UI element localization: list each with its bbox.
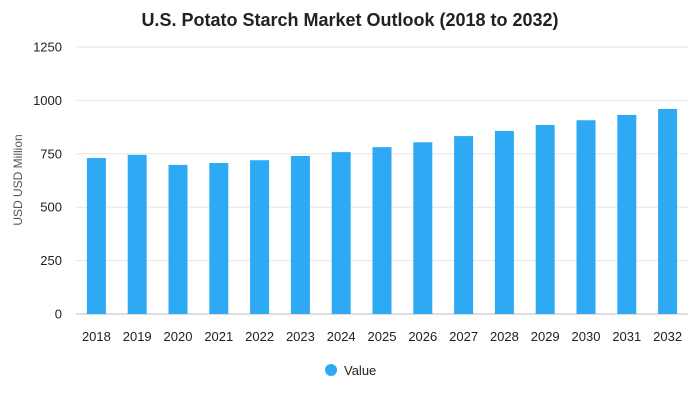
bar-2030[interactable] [576,120,596,314]
x-tick-label: 2027 [449,329,478,344]
bar-2028[interactable] [494,130,514,314]
x-tick-label: 2021 [204,329,233,344]
y-tick-label: 0 [55,307,62,322]
y-tick-label: 1000 [33,93,62,108]
x-tick-label: 2029 [531,329,560,344]
x-tick-label: 2028 [490,329,519,344]
x-tick-label: 2019 [123,329,152,344]
legend-swatch-value[interactable] [325,364,337,376]
bar-2025[interactable] [372,147,392,314]
x-tick-label: 2026 [408,329,437,344]
x-axis-ticks: 2018 2019 2020 2021 2022 2023 2024 2025 2026 2027… [82,329,682,344]
y-tick-label: 500 [40,200,62,215]
bar-2024[interactable] [331,152,351,314]
bar-2023[interactable] [290,155,310,314]
x-tick-label: 2022 [245,329,274,344]
bar-2019[interactable] [127,154,147,314]
chart-title: U.S. Potato Starch Market Outlook (2018 … [141,10,558,30]
x-tick-label: 2024 [327,329,356,344]
bar-2031[interactable] [617,114,637,314]
x-tick-label: 2023 [286,329,315,344]
legend[interactable]: Value [325,363,376,378]
y-tick-label: 1250 [33,40,62,55]
y-axis-label: USD USD Million [11,134,25,225]
bar-2018[interactable] [86,158,106,314]
bar-2022[interactable] [250,160,270,314]
x-tick-label: 2031 [612,329,641,344]
bar-2026[interactable] [413,142,433,314]
bars [86,108,678,315]
bar-2020[interactable] [168,164,188,314]
y-tick-label: 250 [40,253,62,268]
bar-2021[interactable] [209,162,229,314]
x-tick-label: 2020 [164,329,193,344]
x-tick-label: 2018 [82,329,111,344]
y-axis-ticks: 0 250 500 750 1000 1250 [33,40,62,322]
bar-2027[interactable] [454,136,474,314]
x-tick-label: 2025 [368,329,397,344]
legend-label-value[interactable]: Value [344,363,376,378]
x-tick-label: 2032 [653,329,682,344]
y-tick-label: 750 [40,146,62,161]
bar-2032[interactable] [658,108,678,314]
bar-2029[interactable] [535,124,555,315]
x-tick-label: 2030 [572,329,601,344]
